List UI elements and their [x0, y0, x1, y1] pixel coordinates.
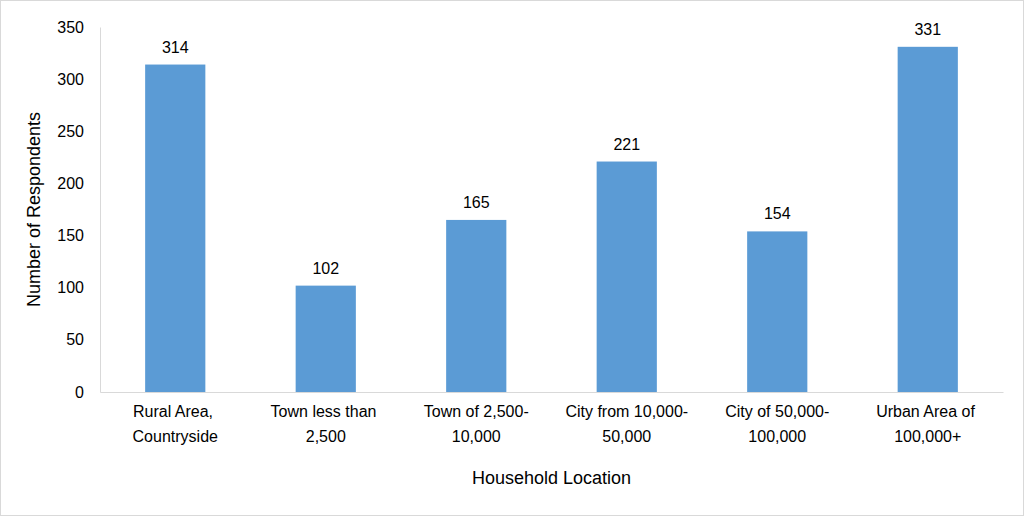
x-tick-label-line: City of 50,000-: [725, 403, 829, 420]
x-tick-label-line: Urban Area of: [876, 403, 979, 420]
y-tick-label: 0: [75, 384, 84, 401]
x-tick-label: Rural Area, Countryside: [133, 403, 218, 445]
y-tick-label: 350: [57, 19, 84, 36]
x-tick-label: Town less than 2,500: [271, 403, 381, 445]
x-tick-label-line: City from 10,000-: [565, 403, 688, 420]
y-axis-line: [100, 28, 101, 393]
x-tick: Town less than 2,500: [271, 392, 381, 445]
x-tick: City of 50,000- 100,000: [725, 392, 829, 445]
x-tick-label-line: 100,000+: [894, 428, 961, 445]
x-axis-title: Household Location: [472, 468, 631, 488]
x-tick-label: Town of 2,500- 10,000: [424, 403, 529, 445]
data-labels: 314 102 165 221 154 331: [162, 21, 941, 277]
y-tick: 0: [75, 384, 100, 401]
y-tick-label: 150: [57, 227, 84, 244]
x-tick-label: City of 50,000- 100,000: [725, 403, 829, 445]
x-tick-label-line: Town of 2,500-: [424, 403, 529, 420]
x-tick-label: Urban Area of 100,000+: [876, 403, 979, 445]
y-tick: 250: [57, 123, 100, 140]
x-tick-label-line: 50,000: [602, 428, 651, 445]
y-tick: 300: [57, 71, 100, 88]
y-tick: 150: [57, 227, 100, 244]
data-label: 165: [463, 194, 490, 211]
x-tick-label-line: 2,500: [306, 428, 346, 445]
y-tick-label: 250: [57, 123, 84, 140]
x-tick-label-line: Rural Area,: [133, 403, 217, 420]
x-tick: Town of 2,500- 10,000: [424, 392, 529, 445]
data-label: 221: [613, 136, 640, 153]
bars: [145, 47, 958, 392]
bar: [898, 47, 958, 392]
y-tick: 200: [57, 175, 100, 192]
y-tick-label: 100: [57, 279, 84, 296]
bar: [446, 220, 506, 392]
x-tick-label-line: Town less than: [271, 403, 381, 420]
data-label: 331: [914, 21, 941, 38]
data-label: 314: [162, 39, 189, 56]
plot: 0 50 100 150 200 250 300 350 Rural Area, Country…: [57, 19, 1003, 446]
y-axis-title: Number of Respondents: [24, 112, 44, 307]
x-tick: City from 10,000- 50,000: [565, 392, 688, 445]
x-tick: Rural Area, Countryside: [133, 392, 218, 445]
bar: [597, 162, 657, 392]
chart-frame: [1, 1, 1024, 516]
bar: [145, 65, 205, 392]
chart: 0 50 100 150 200 250 300 350 Rural Area, Country…: [0, 0, 1024, 516]
x-tick-label-line: 10,000: [452, 428, 501, 445]
y-tick-label: 50: [66, 331, 84, 348]
x-tick-label-line: Countryside: [133, 428, 218, 445]
x-axis: Rural Area, Countryside Town less than 2,…: [101, 392, 1004, 445]
y-tick-label: 300: [57, 71, 84, 88]
x-tick-label: City from 10,000- 50,000: [565, 403, 688, 445]
y-tick: 350: [57, 19, 100, 36]
bar: [747, 231, 807, 392]
y-tick-label: 200: [57, 175, 84, 192]
x-axis-line: [101, 392, 1004, 393]
x-tick: Urban Area of 100,000+: [876, 392, 979, 445]
y-tick: 50: [66, 331, 100, 348]
bar: [296, 286, 356, 392]
data-label: 102: [312, 260, 339, 277]
y-axis: 0 50 100 150 200 250 300 350: [57, 19, 100, 401]
y-tick: 100: [57, 279, 100, 296]
data-label: 154: [764, 205, 791, 222]
x-tick-label-line: 100,000: [748, 428, 806, 445]
